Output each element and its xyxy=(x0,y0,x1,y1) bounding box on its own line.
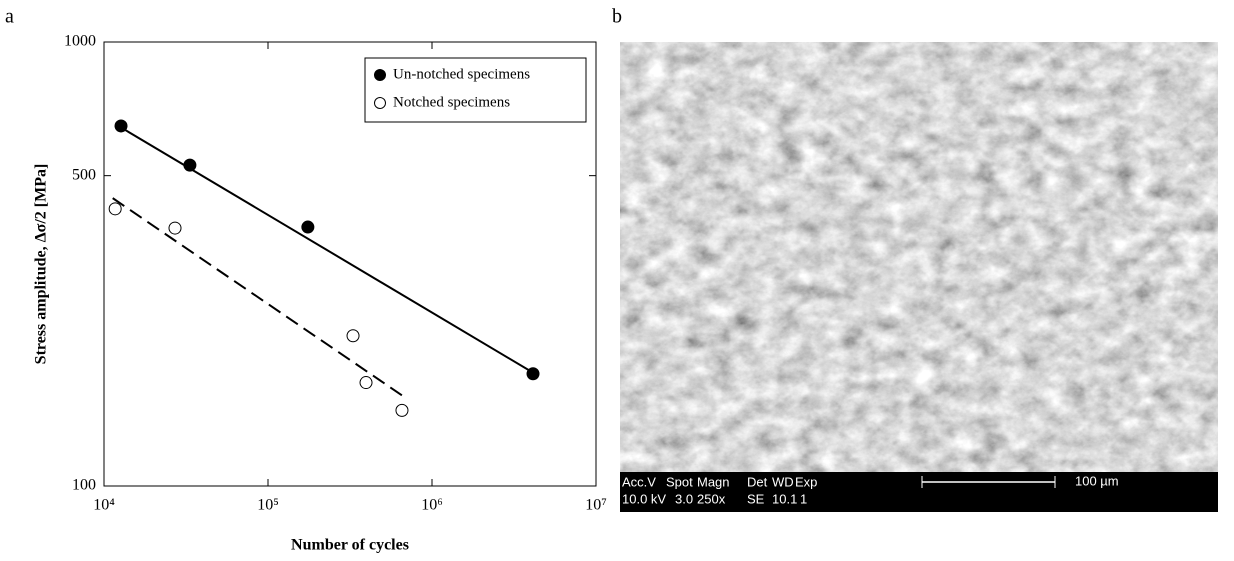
info-value: SE xyxy=(747,491,765,506)
data-point xyxy=(108,202,122,216)
plot-frame xyxy=(103,41,597,487)
x-tick-label: 10⁴ xyxy=(93,497,115,514)
legend-label: Un-notched specimens xyxy=(393,66,530,82)
chart: 10⁴ 10⁵ 10⁶ 10⁷ 100 500 1000 Un-notched specime… xyxy=(64,33,607,514)
info-value: 250x xyxy=(697,491,726,506)
legend-marker xyxy=(374,97,386,109)
fit-line xyxy=(116,124,534,374)
x-tick-label: 10⁶ xyxy=(421,497,443,514)
panel-label: b xyxy=(612,6,622,28)
sem-image xyxy=(620,42,1218,512)
sem-panel: 100 µm Acc.V Spot Magn Det WD Exp 10.0 kV 3.0 25… xyxy=(620,42,1218,512)
panel-label: a xyxy=(5,6,14,28)
info-value: 10.1 xyxy=(772,491,797,506)
y-tick-label: 500 xyxy=(72,166,96,183)
data-point xyxy=(346,329,360,343)
info-header: Exp xyxy=(795,474,817,489)
legend-box xyxy=(364,57,587,123)
legend-marker xyxy=(374,69,386,81)
info-text: Acc.V Spot Magn Det WD Exp 10.0 kV 3.0 250x SE 10.… xyxy=(622,474,817,506)
x-axis-title: Number of cycles xyxy=(291,537,409,554)
fit-line xyxy=(112,197,403,397)
x-tick-label: 10⁷ xyxy=(585,497,607,514)
info-value: 10.0 kV xyxy=(622,491,666,506)
info-header: Acc.V xyxy=(622,474,656,489)
x-tick-label: 10⁵ xyxy=(257,497,279,514)
info-header: Spot xyxy=(666,474,693,489)
y-tick-label: 1000 xyxy=(64,33,96,50)
info-value: 3.0 xyxy=(675,491,693,506)
data-point xyxy=(168,221,182,235)
y-axis-title: Stress amplitude, Δσ/2 [MPa] xyxy=(33,164,50,365)
data-point xyxy=(359,376,373,390)
info-bar xyxy=(620,472,1218,512)
info-value: 1 xyxy=(800,491,807,506)
scale-label: 100 µm xyxy=(1075,473,1119,488)
data-point xyxy=(395,403,409,417)
info-header: WD xyxy=(772,474,794,489)
info-header: Magn xyxy=(697,474,730,489)
legend-label: Notched specimens xyxy=(393,94,510,110)
info-header: Det xyxy=(747,474,768,489)
y-tick-label: 100 xyxy=(72,477,96,494)
data-point xyxy=(301,220,315,234)
